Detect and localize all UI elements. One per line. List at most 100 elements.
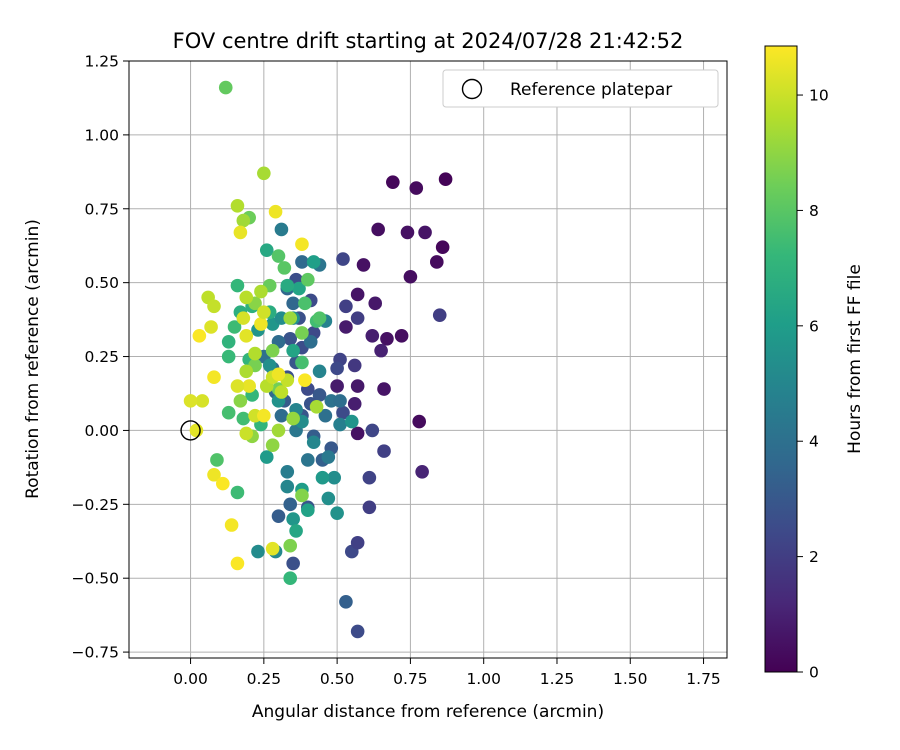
legend: Reference platepar — [442, 69, 719, 108]
data-point — [312, 311, 327, 325]
data-point — [265, 438, 280, 453]
data-point — [239, 329, 254, 343]
legend-reference-marker — [461, 78, 483, 100]
data-point — [330, 361, 344, 376]
colorbar-ticks: 0 2 4 6 8 10 — [797, 87, 829, 682]
colorbar-tick-label: 6 — [809, 317, 819, 335]
data-point — [321, 491, 336, 506]
data-point — [362, 470, 377, 485]
data-point — [295, 255, 309, 269]
data-point — [207, 370, 221, 385]
data-point — [394, 329, 409, 343]
y-tick-label: 0.25 — [84, 348, 119, 366]
data-point — [283, 497, 298, 512]
data-point — [271, 249, 286, 263]
data-point — [283, 332, 298, 346]
data-point — [432, 308, 447, 322]
y-tick-label: −0.25 — [72, 496, 120, 514]
x-tick-label: 0.00 — [173, 670, 208, 688]
data-point — [350, 379, 365, 393]
data-point — [259, 450, 274, 464]
data-point — [189, 423, 204, 438]
data-point — [306, 255, 321, 269]
data-point — [207, 467, 221, 482]
data-point — [374, 343, 388, 358]
data-point — [298, 296, 312, 311]
data-point — [242, 379, 256, 393]
data-point — [286, 411, 300, 426]
x-tick-label: 0.50 — [320, 670, 355, 688]
data-point — [295, 326, 309, 340]
data-point — [350, 426, 365, 441]
data-point — [365, 329, 380, 343]
data-point — [350, 535, 365, 550]
grid-lines — [129, 60, 727, 658]
data-point — [301, 272, 315, 287]
data-point — [230, 379, 245, 393]
data-point — [218, 80, 233, 95]
x-axis-label: Angular distance from reference (arcmin) — [252, 702, 604, 722]
data-point — [362, 500, 377, 515]
data-point — [301, 453, 315, 467]
colorbar-tick-label: 10 — [809, 87, 829, 105]
data-point — [321, 450, 336, 464]
y-tick-label: 0.75 — [84, 200, 119, 218]
data-point — [265, 541, 280, 556]
data-point — [227, 320, 242, 334]
data-point — [262, 358, 277, 373]
data-point — [295, 237, 309, 252]
data-point — [236, 411, 251, 426]
x-tick-label: 0.25 — [247, 670, 282, 688]
data-point — [350, 624, 365, 639]
data-point — [336, 252, 350, 266]
data-point — [418, 225, 432, 240]
data-point — [230, 199, 245, 213]
data-point — [183, 394, 198, 408]
data-point — [283, 538, 298, 553]
data-point — [236, 311, 251, 325]
chart-title: FOV centre drift starting at 2024/07/28 … — [173, 29, 684, 53]
data-point — [318, 408, 333, 423]
data-point — [280, 278, 295, 293]
data-point — [327, 470, 341, 485]
data-point — [333, 417, 347, 432]
data-point — [333, 394, 347, 408]
data-point — [280, 479, 295, 494]
data-point — [233, 394, 248, 408]
data-point — [429, 255, 444, 269]
legend-entry-reference-platepar: Reference platepar — [510, 80, 672, 100]
data-point — [339, 299, 353, 314]
data-point — [274, 408, 289, 423]
data-point — [435, 240, 450, 254]
x-tick-label: 0.75 — [393, 670, 428, 688]
data-point — [239, 364, 254, 379]
x-tick-label: 1.75 — [686, 670, 721, 688]
data-point — [380, 332, 394, 346]
colorbar-tick-label: 2 — [809, 548, 819, 566]
x-axis-ticks: 0.00 0.25 0.50 0.75 1.00 1.25 1.50 1.75 — [173, 658, 721, 688]
colorbar-tick-label: 0 — [809, 664, 819, 682]
data-point — [236, 213, 251, 228]
data-point — [271, 509, 286, 523]
y-axis-label: Rotation from reference (arcmin) — [23, 219, 43, 499]
data-point — [221, 349, 236, 364]
colorbar-label: Hours from first FF file — [845, 264, 865, 454]
data-point — [295, 355, 309, 370]
data-point — [221, 405, 236, 420]
data-point — [312, 388, 327, 402]
data-point — [280, 465, 295, 479]
data-point — [286, 512, 300, 526]
y-tick-label: 1.00 — [84, 126, 119, 144]
data-point — [274, 222, 289, 237]
data-point — [295, 488, 309, 503]
data-point — [438, 172, 453, 187]
data-point — [251, 544, 265, 559]
data-point — [239, 426, 254, 441]
data-point — [315, 470, 330, 485]
data-point — [339, 595, 353, 609]
data-point — [265, 343, 280, 358]
data-point — [377, 382, 391, 396]
data-point — [239, 290, 254, 305]
data-point — [274, 385, 289, 399]
data-point — [221, 334, 236, 349]
